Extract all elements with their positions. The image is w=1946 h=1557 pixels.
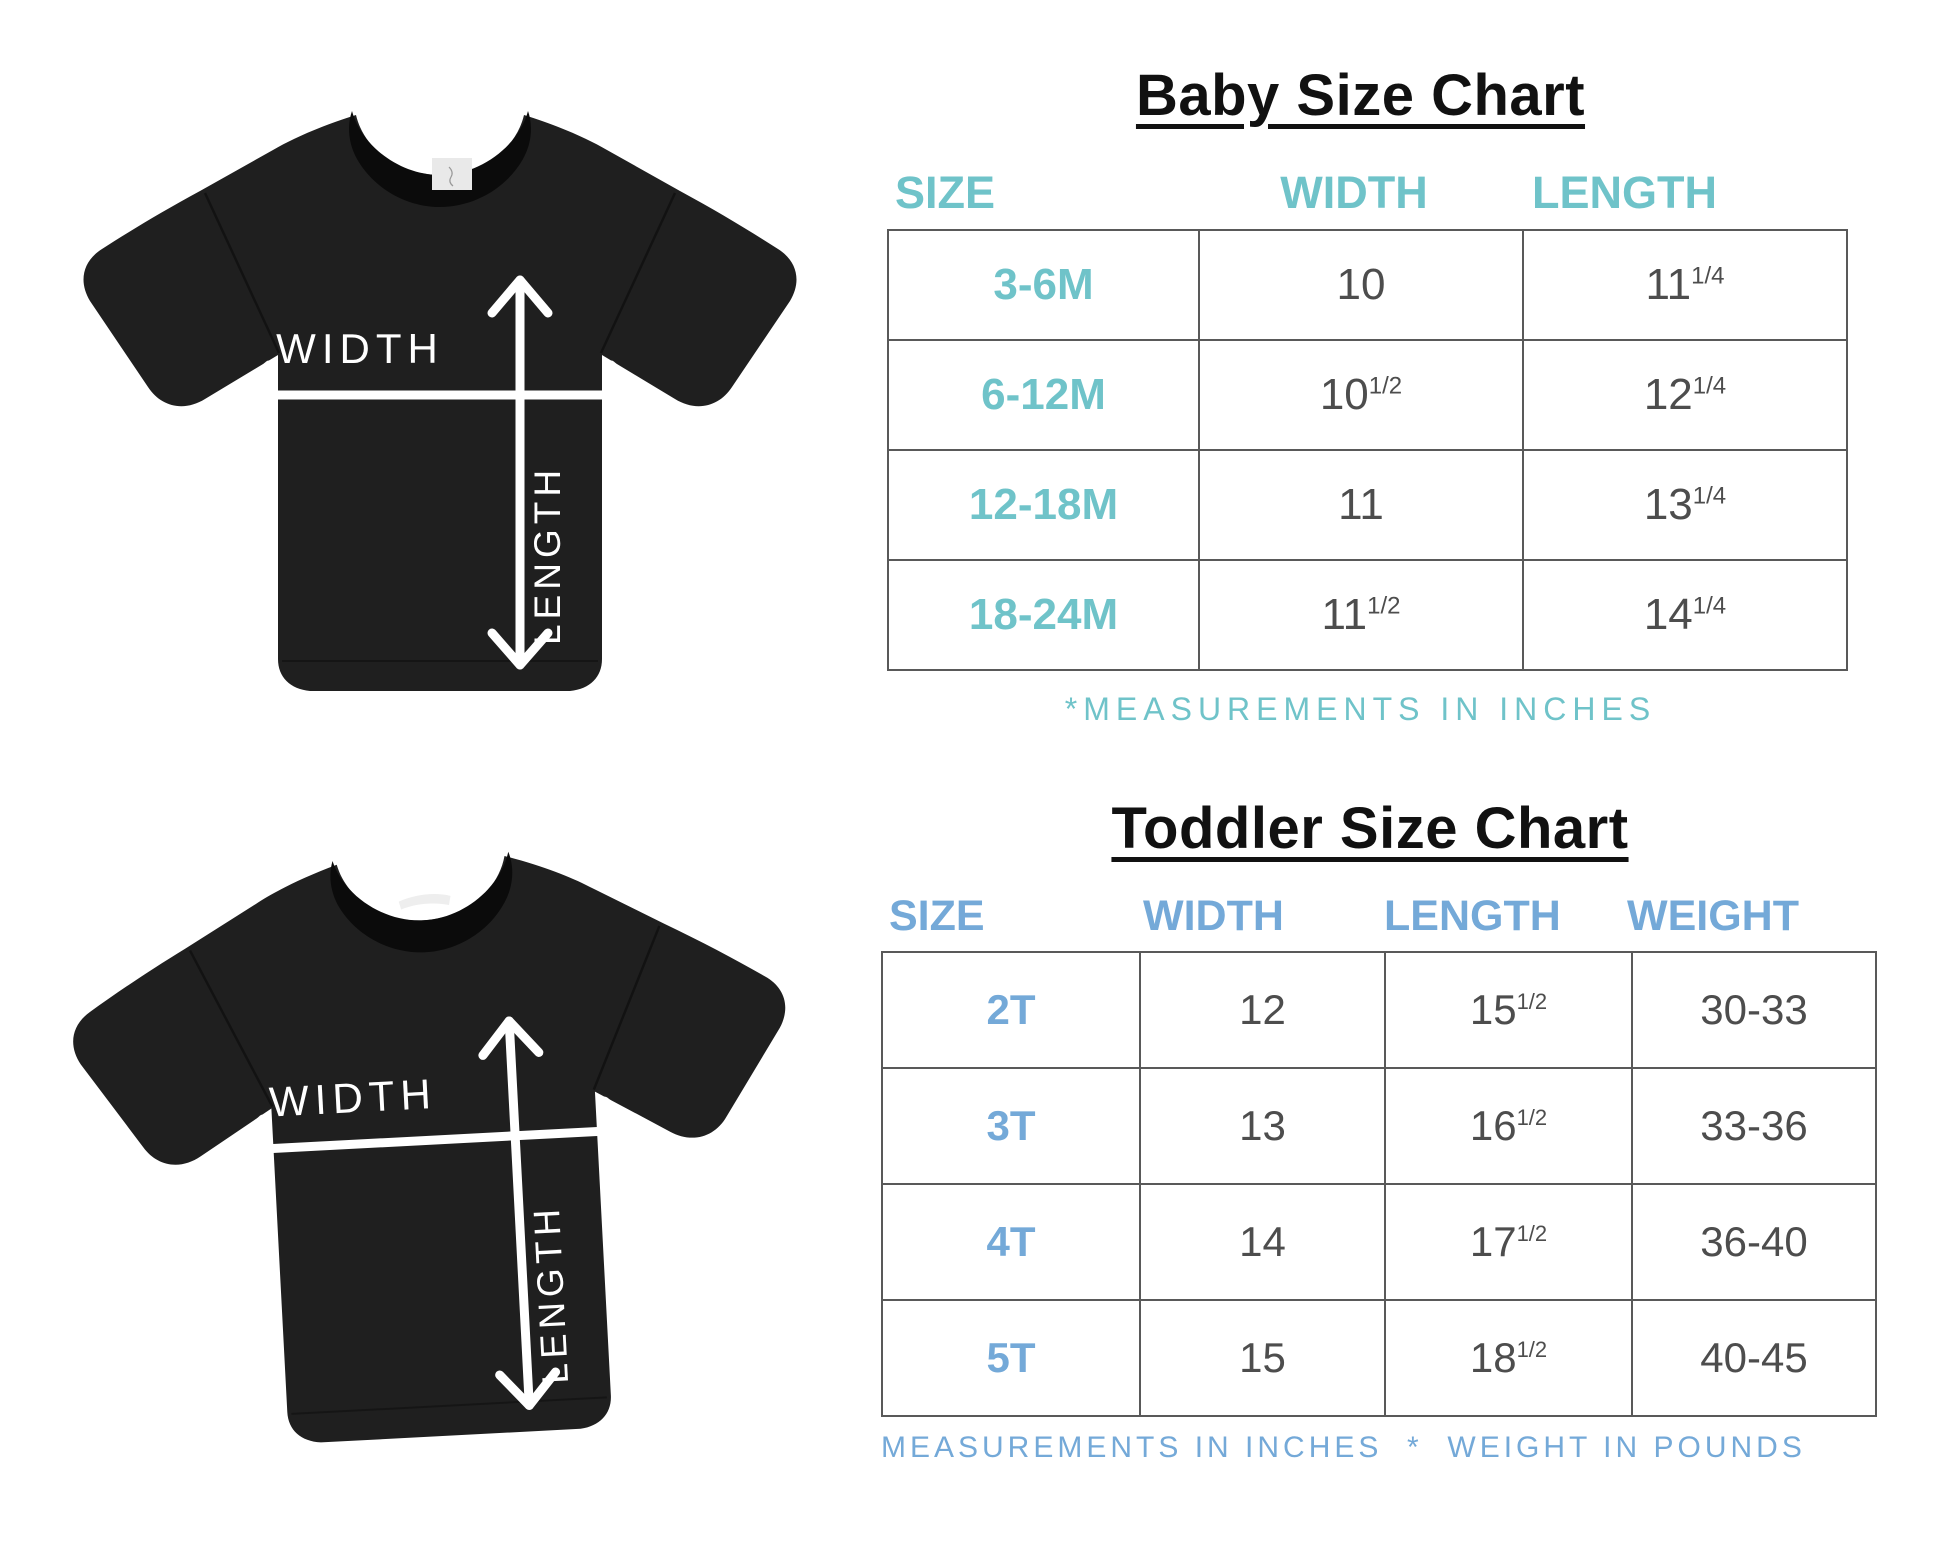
- svg-text:WIDTH: WIDTH: [276, 325, 444, 372]
- svg-text:WIDTH: WIDTH: [268, 1070, 438, 1126]
- svg-text:LENGTH: LENGTH: [527, 465, 568, 645]
